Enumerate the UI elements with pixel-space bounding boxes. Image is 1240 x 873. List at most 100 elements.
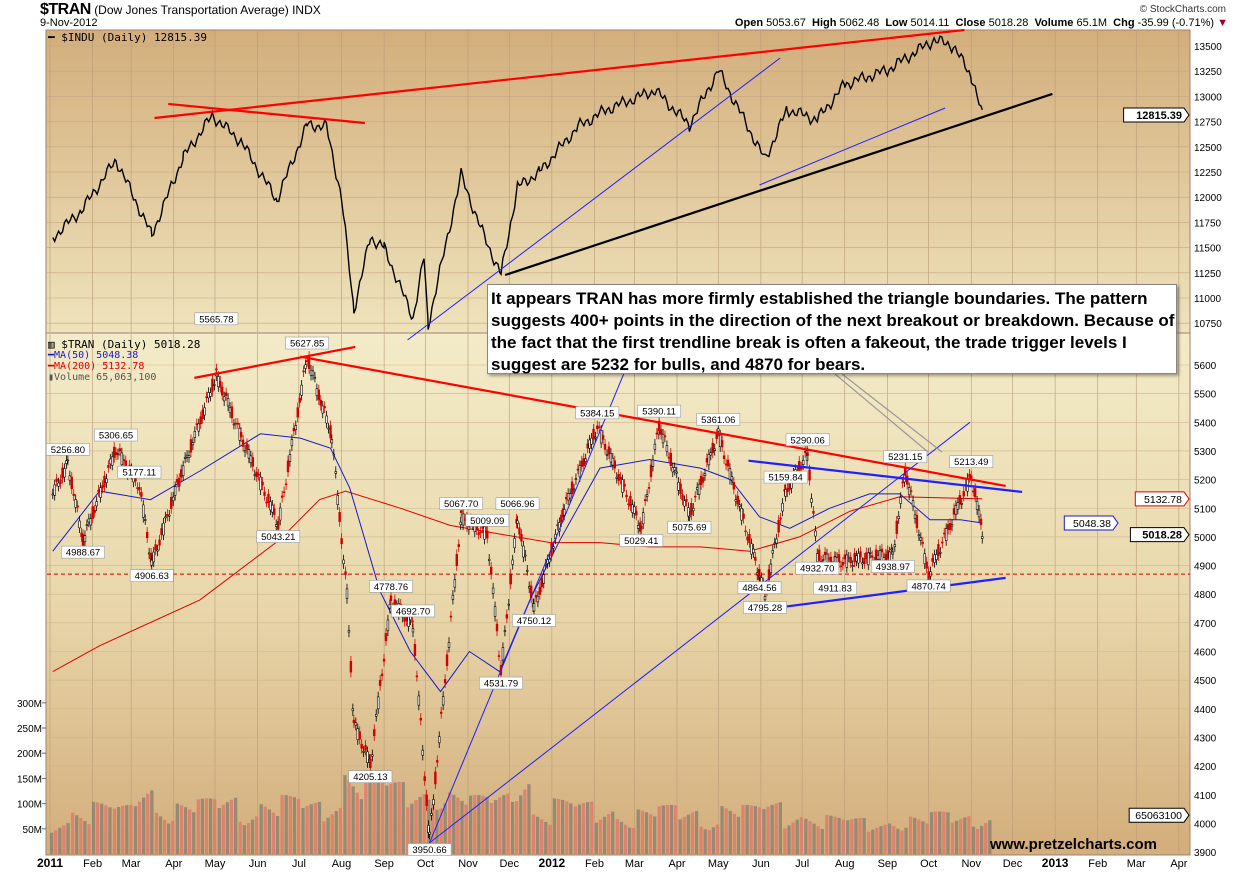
y-tick-label: 4600	[1194, 648, 1217, 659]
candle-body	[679, 483, 682, 494]
volume-bar	[561, 799, 565, 854]
x-tick-label: Aug	[835, 858, 855, 870]
candle-body	[814, 530, 817, 537]
x-tick-label: Apr	[1170, 858, 1187, 870]
candle-body	[257, 473, 260, 476]
volume-bar	[406, 807, 410, 854]
candle-body	[874, 549, 878, 562]
trendline-thinblue	[429, 421, 971, 844]
price-label: 4531.79	[484, 679, 518, 690]
candle-body	[688, 515, 691, 518]
price-label-box	[785, 433, 830, 447]
candle-body	[436, 760, 439, 763]
candle-body	[754, 556, 757, 561]
candle-body	[109, 458, 112, 465]
price-label-box	[637, 404, 682, 418]
candle-body	[853, 552, 856, 563]
price-label: 4932.70	[800, 564, 834, 575]
candle-body	[931, 558, 934, 562]
candle-body	[855, 555, 858, 562]
volume-bar	[58, 827, 62, 854]
volume-bar	[892, 826, 896, 854]
volume-bar	[515, 801, 519, 854]
candle-body	[411, 620, 414, 623]
candle-body	[419, 717, 422, 721]
candle-body	[441, 696, 445, 706]
candle-body	[150, 559, 153, 566]
candle-body	[837, 554, 841, 563]
volume-bar	[192, 812, 196, 854]
x-tick-label: Jul	[795, 858, 809, 870]
volume-bar	[305, 805, 309, 854]
volume-bar	[469, 795, 473, 854]
volume-bar	[975, 828, 980, 854]
price-label-box	[45, 443, 90, 456]
candle-body	[958, 495, 962, 505]
candle-body	[501, 647, 505, 661]
price-label-box	[129, 569, 174, 582]
price-label-box	[439, 497, 484, 510]
candle-body	[925, 561, 928, 569]
candle-body	[927, 571, 930, 580]
volume-tick-label: 200M	[17, 749, 42, 760]
volume-bar	[196, 799, 200, 854]
tran-last-tag	[1129, 527, 1190, 543]
volume-bar	[385, 785, 389, 854]
candle-body	[68, 475, 72, 481]
volume-bar	[431, 804, 435, 854]
volume-bar	[552, 798, 557, 854]
high-value: 5062.48	[839, 17, 880, 29]
volume-bar	[963, 817, 967, 854]
candle-body	[247, 449, 251, 459]
candle-body	[690, 503, 693, 516]
candle-body	[913, 514, 917, 519]
candle-body	[941, 541, 944, 544]
x-tick-label: Oct	[417, 858, 434, 870]
candle-body	[245, 443, 249, 450]
candle-body	[199, 416, 202, 425]
candle-body	[164, 516, 167, 519]
volume-bar	[401, 782, 405, 854]
candle-body	[540, 578, 544, 588]
volume-bar	[954, 820, 959, 854]
candle-body	[417, 695, 421, 706]
y-tick-label: 11250	[1194, 269, 1222, 280]
candle-body	[781, 502, 784, 512]
price-label-box	[619, 534, 664, 547]
candle-body	[147, 552, 151, 555]
candle-body	[839, 565, 843, 568]
volume-bar	[741, 804, 745, 854]
volume-value: 65.1M	[1076, 17, 1108, 29]
candle-body	[445, 654, 449, 666]
volume-bar	[598, 819, 603, 854]
volume-bar	[502, 795, 506, 854]
price-label-box	[949, 455, 994, 469]
candle-body	[775, 538, 778, 544]
candle-body	[590, 437, 593, 445]
candle-body	[954, 505, 958, 515]
candle-body	[261, 481, 264, 486]
price-label-box	[256, 530, 301, 543]
candle-body	[659, 429, 663, 435]
candle-body	[843, 554, 847, 560]
high-label: High	[812, 17, 837, 29]
volume-bar	[703, 829, 707, 854]
price-label-box	[575, 406, 620, 420]
x-tick-label: Dec	[1003, 858, 1023, 870]
candle-body	[255, 471, 258, 478]
volume-bar	[280, 795, 284, 854]
volume-tick-label: 300M	[17, 699, 42, 710]
candle-body	[673, 467, 676, 471]
volume-bar	[862, 817, 866, 854]
candle-body	[356, 728, 359, 741]
price-label-box	[117, 465, 162, 479]
volume-bar	[100, 803, 104, 854]
candle-body	[116, 453, 120, 456]
volume-bar	[443, 803, 447, 854]
volume-bar	[573, 806, 578, 854]
price-label: 5256.80	[51, 445, 85, 456]
volume-bar	[347, 780, 351, 854]
candle-body	[57, 482, 60, 487]
y-tick-label: 11500	[1194, 244, 1222, 255]
watermark: www.pretzelcharts.com	[990, 836, 1157, 853]
